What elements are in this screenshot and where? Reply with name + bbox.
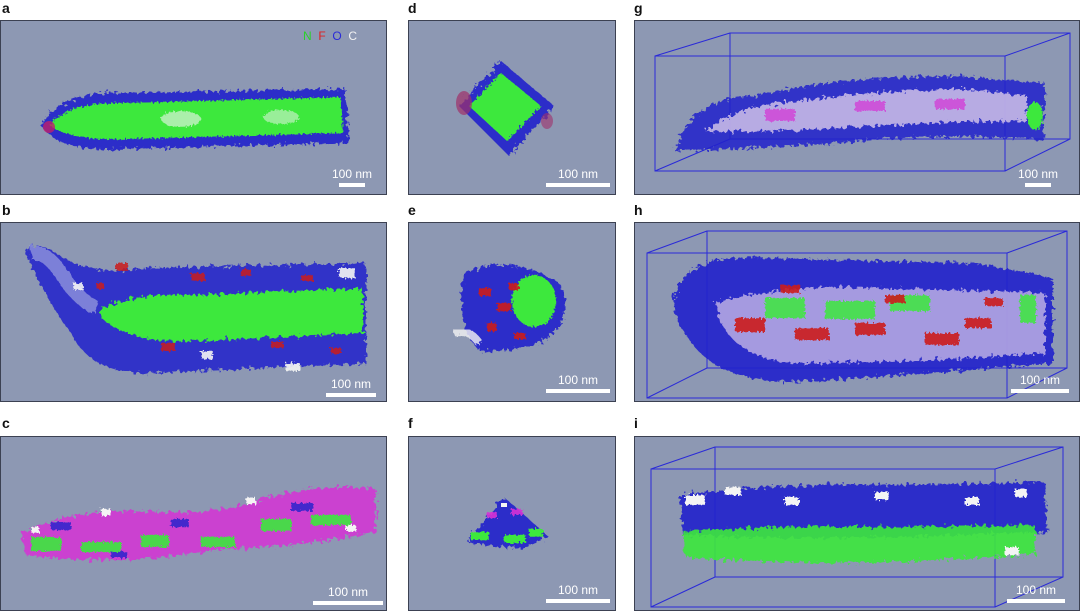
panel-label-e: e [408,202,416,218]
panel-a-rendering [41,89,349,150]
panel-label-g: g [634,0,643,16]
scale-text-a: 100 nm [331,167,373,181]
panel-g-rendering [654,32,1071,172]
scale-text-g: 100 nm [1017,167,1059,181]
legend-item-n: N [303,29,312,43]
panel-e-image: 100 nm [408,222,616,402]
panel-label-c: c [2,415,10,431]
scale-bar-f: 100 nm [546,583,610,603]
panel-label-h: h [634,202,643,218]
scale-bar-a: 100 nm [329,167,375,187]
scale-text-e: 100 nm [557,373,599,387]
scale-text-f: 100 nm [557,583,599,597]
panel-d-rendering [456,61,554,156]
legend-item-c: C [348,29,358,43]
panel-c-rendering [21,486,376,560]
panel-e-rendering [452,265,566,352]
scale-bar-d: 100 nm [546,167,610,187]
scale-bar-b: 100 nm [323,377,379,397]
panel-i-image: 100 nm [634,436,1080,611]
panel-h-rendering [646,230,1068,399]
scale-text-h: 100 nm [1019,373,1061,387]
panel-c-image: 100 nm [0,436,387,611]
panel-b-rendering [26,245,366,374]
scale-text-i: 100 nm [1015,583,1057,597]
panel-a-image: N F O C 100 nm [0,20,387,195]
panel-g-image: 100 nm [634,20,1080,195]
panel-label-i: i [634,415,638,431]
scale-text-b: 100 nm [330,377,372,391]
scale-text-d: 100 nm [557,167,599,181]
legend-item-f: F [318,29,326,43]
legend-item-o: O [332,29,342,43]
panel-f-rendering [467,497,549,549]
panel-label-f: f [408,415,413,431]
element-legend: N F O C [303,29,357,43]
panel-label-b: b [2,202,11,218]
scale-bar-e: 100 nm [546,373,610,393]
panel-label-a: a [2,0,10,16]
panel-label-d: d [408,0,417,16]
scale-bar-i: 100 nm [1007,583,1065,603]
scale-bar-h: 100 nm [1011,373,1069,393]
panel-f-image: 100 nm [408,436,616,611]
panel-b-image: 100 nm [0,222,387,402]
scale-bar-g: 100 nm [1015,167,1061,187]
scale-text-c: 100 nm [327,585,369,599]
panel-d-image: 100 nm [408,20,616,195]
panel-h-image: 100 nm [634,222,1080,402]
panel-i-rendering [650,446,1064,608]
scale-bar-c: 100 nm [313,585,383,605]
